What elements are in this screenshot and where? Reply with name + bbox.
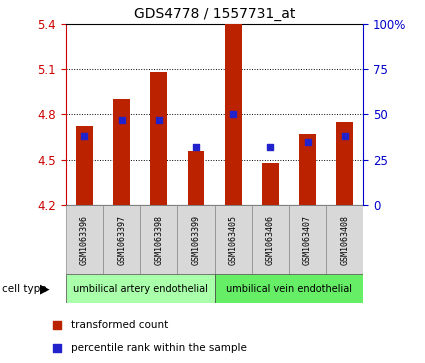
Bar xyxy=(188,151,204,205)
Bar xyxy=(103,205,140,274)
Point xyxy=(193,144,199,150)
Text: GSM1063396: GSM1063396 xyxy=(80,215,89,265)
Text: umbilical vein endothelial: umbilical vein endothelial xyxy=(226,284,352,294)
Bar xyxy=(289,205,326,274)
Text: GSM1063406: GSM1063406 xyxy=(266,215,275,265)
Point xyxy=(118,117,125,123)
Text: transformed count: transformed count xyxy=(71,321,169,330)
Bar xyxy=(215,205,252,274)
Point xyxy=(81,133,88,139)
Title: GDS4778 / 1557731_at: GDS4778 / 1557731_at xyxy=(134,7,295,21)
Text: GSM1063405: GSM1063405 xyxy=(229,215,238,265)
Bar xyxy=(178,205,215,274)
Bar xyxy=(76,126,93,205)
Bar xyxy=(252,205,289,274)
Text: GSM1063408: GSM1063408 xyxy=(340,215,349,265)
Bar xyxy=(66,205,103,274)
Bar xyxy=(262,163,279,205)
Bar xyxy=(337,122,353,205)
Bar xyxy=(225,24,241,205)
Text: percentile rank within the sample: percentile rank within the sample xyxy=(71,343,247,352)
Text: GSM1063398: GSM1063398 xyxy=(154,215,163,265)
Point xyxy=(267,144,274,150)
Bar xyxy=(299,134,316,205)
Point xyxy=(230,111,237,117)
Bar xyxy=(140,205,178,274)
Text: GSM1063399: GSM1063399 xyxy=(192,215,201,265)
Text: GSM1063397: GSM1063397 xyxy=(117,215,126,265)
Point xyxy=(304,139,311,144)
Bar xyxy=(215,274,363,303)
Text: umbilical artery endothelial: umbilical artery endothelial xyxy=(73,284,208,294)
Point xyxy=(54,322,60,328)
Point xyxy=(341,133,348,139)
Bar xyxy=(66,274,215,303)
Text: ▶: ▶ xyxy=(40,282,49,295)
Text: GSM1063407: GSM1063407 xyxy=(303,215,312,265)
Bar xyxy=(113,99,130,205)
Bar xyxy=(150,72,167,205)
Text: cell type: cell type xyxy=(2,284,47,294)
Point xyxy=(54,345,60,351)
Point xyxy=(156,117,162,123)
Bar xyxy=(326,205,363,274)
